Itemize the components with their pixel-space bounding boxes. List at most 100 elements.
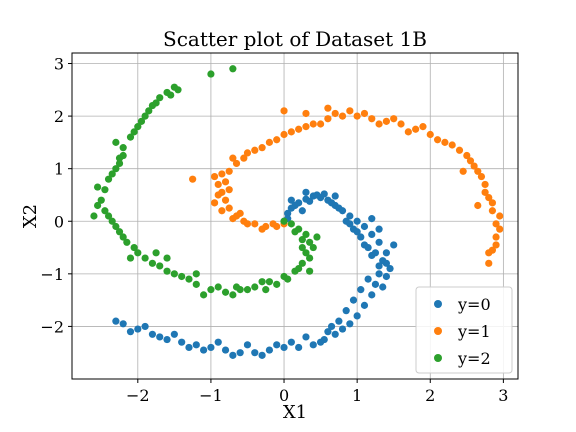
scatter-point — [309, 243, 317, 252]
scatter-point — [126, 254, 135, 262]
scatter-point — [331, 330, 339, 338]
scatter-point — [313, 191, 321, 199]
scatter-point — [145, 107, 153, 115]
scatter-point — [335, 317, 343, 325]
scatter-point — [258, 225, 266, 233]
scatter-point — [327, 322, 336, 331]
scatter-point — [134, 249, 142, 257]
scatter-point — [240, 154, 248, 162]
scatter-point — [331, 109, 339, 118]
scatter-point — [368, 115, 376, 123]
scatter-point — [214, 338, 222, 346]
scatter-point — [324, 115, 332, 123]
scatter-point — [134, 123, 142, 131]
scatter-point — [148, 330, 157, 338]
scatter-point — [287, 128, 295, 136]
scatter-point — [280, 130, 288, 139]
scatter-point — [313, 233, 321, 241]
x-tick-label: 2 — [425, 386, 435, 405]
scatter-point — [298, 243, 306, 252]
scatter-point — [342, 307, 350, 315]
scatter-point — [485, 259, 493, 267]
scatter-point — [287, 196, 295, 204]
scatter-point — [104, 212, 113, 220]
scatter-point — [269, 220, 277, 228]
scatter-point — [404, 128, 412, 136]
legend: y=0 y=1 y=2 — [415, 286, 513, 374]
x-tick-label: −1 — [199, 386, 223, 405]
scatter-point — [466, 157, 475, 165]
legend-label: y=0 — [457, 295, 491, 314]
scatter-point — [459, 167, 467, 175]
scatter-point — [200, 291, 208, 299]
scatter-point — [97, 196, 105, 204]
scatter-point — [496, 212, 504, 220]
scatter-point — [265, 278, 274, 286]
scatter-point — [382, 249, 390, 257]
scatter-point — [251, 146, 259, 154]
scatter-point — [232, 283, 241, 291]
scatter-point — [90, 212, 98, 220]
x-axis-label: X1 — [283, 402, 307, 423]
scatter-point — [112, 317, 120, 325]
scatter-point — [130, 128, 138, 136]
scatter-point — [302, 188, 310, 196]
scatter-point — [108, 217, 116, 225]
scatter-point — [455, 146, 464, 154]
scatter-point — [280, 107, 288, 115]
scatter-point — [167, 91, 175, 99]
scatter-point — [306, 197, 314, 205]
scatter-point — [492, 233, 500, 241]
scatter-point — [287, 220, 295, 228]
legend-box — [415, 286, 513, 374]
scatter-point — [335, 204, 343, 212]
scatter-point — [119, 320, 127, 328]
scatter-point — [492, 220, 500, 228]
scatter-point — [115, 228, 124, 236]
scatter-point — [346, 220, 354, 228]
scatter-point — [295, 343, 303, 352]
scatter-point — [163, 254, 171, 262]
scatter-point — [492, 241, 500, 249]
scatter-point — [225, 204, 233, 212]
y-tick-label: 1 — [54, 160, 64, 179]
scatter-point — [273, 136, 281, 144]
scatter-point — [298, 207, 306, 215]
scatter-point — [152, 249, 160, 257]
chart-title: Scatter plot of Dataset 1B — [163, 27, 427, 51]
scatter-point — [104, 175, 113, 183]
scatter-point — [287, 338, 295, 346]
scatter-point — [229, 351, 237, 359]
scatter-point — [119, 233, 127, 241]
scatter-point — [112, 138, 120, 146]
plot-frame — [71, 52, 519, 380]
scatter-point — [126, 328, 135, 336]
scatter-point — [112, 165, 120, 173]
scatter-point — [123, 238, 131, 246]
scatter-point — [488, 199, 497, 207]
scatter-point — [481, 188, 489, 196]
scatter-point — [251, 283, 259, 291]
scatter-point — [284, 275, 292, 283]
scatter-point — [306, 238, 314, 246]
scatter-point — [386, 264, 394, 273]
x-tick-label: 0 — [279, 386, 289, 405]
scatter-point — [221, 346, 230, 354]
scatter-point — [141, 112, 149, 120]
scatter-point — [119, 151, 127, 160]
scatter-point — [375, 270, 383, 278]
scatter-point — [189, 175, 197, 183]
scatter-point — [221, 178, 230, 186]
scatter-point — [397, 120, 405, 128]
scatter-point — [291, 201, 299, 210]
scatter-point — [229, 154, 237, 162]
scatter-point — [134, 325, 142, 333]
scatter-point — [485, 249, 493, 257]
scatter-point — [258, 351, 266, 359]
scatter-point — [485, 193, 493, 202]
scatter-point — [368, 230, 376, 239]
scatter-point — [309, 341, 317, 349]
scatter-point — [353, 312, 361, 320]
scatter-point — [156, 333, 164, 341]
